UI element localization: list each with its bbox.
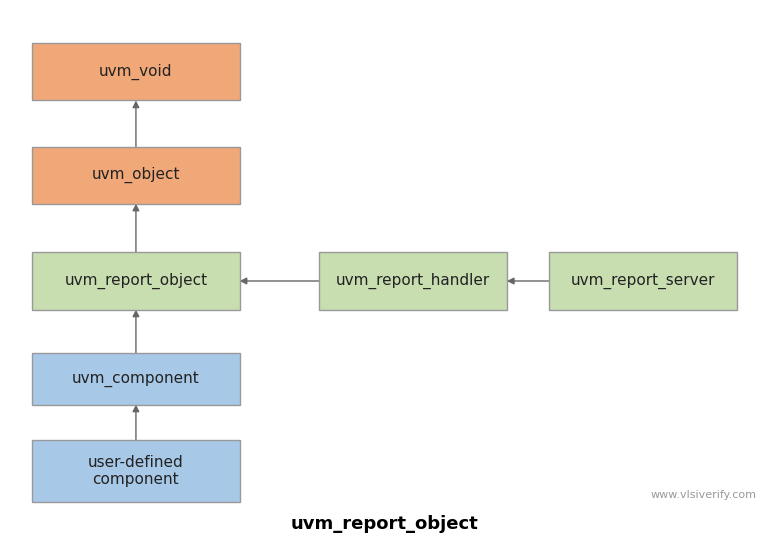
Text: uvm_object: uvm_object bbox=[91, 167, 180, 183]
Text: uvm_report_object: uvm_report_object bbox=[290, 515, 478, 533]
FancyBboxPatch shape bbox=[32, 252, 240, 310]
FancyBboxPatch shape bbox=[32, 147, 240, 204]
FancyBboxPatch shape bbox=[32, 353, 240, 405]
Text: uvm_component: uvm_component bbox=[72, 371, 200, 387]
Text: uvm_report_handler: uvm_report_handler bbox=[336, 273, 490, 289]
FancyBboxPatch shape bbox=[549, 252, 737, 310]
Text: uvm_report_server: uvm_report_server bbox=[571, 273, 716, 289]
FancyBboxPatch shape bbox=[32, 43, 240, 100]
FancyBboxPatch shape bbox=[319, 252, 507, 310]
FancyBboxPatch shape bbox=[32, 440, 240, 502]
Text: user-defined
component: user-defined component bbox=[88, 455, 184, 487]
Text: uvm_report_object: uvm_report_object bbox=[65, 273, 207, 289]
Text: www.vlsiverify.com: www.vlsiverify.com bbox=[650, 490, 756, 500]
Text: uvm_void: uvm_void bbox=[99, 64, 173, 80]
